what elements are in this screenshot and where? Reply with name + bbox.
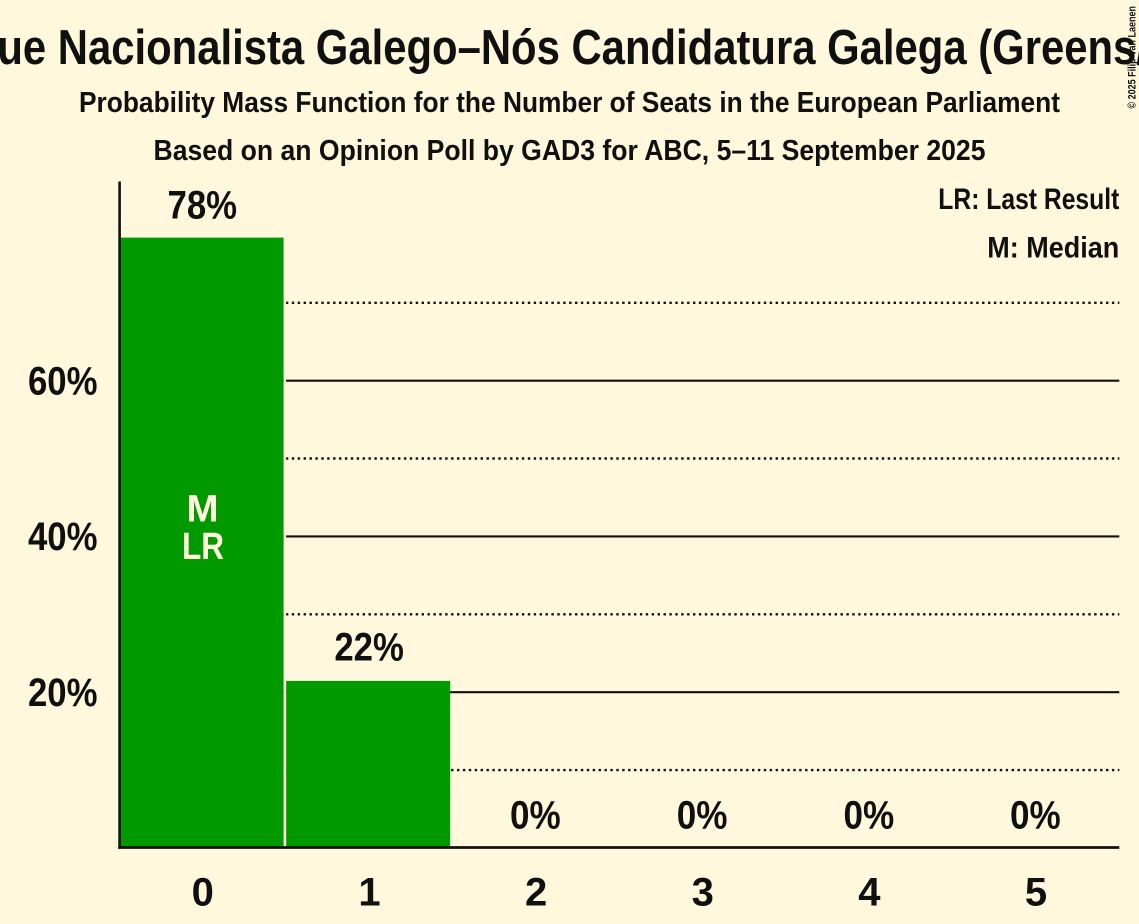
svg-text:0%: 0% [510, 793, 561, 837]
svg-text:M: Median: M: Median [987, 232, 1119, 265]
svg-text:© 2025 Filip Van Laenen: © 2025 Filip Van Laenen [1126, 6, 1138, 109]
svg-text:LR: Last Result: LR: Last Result [938, 183, 1119, 216]
svg-text:2: 2 [525, 871, 547, 915]
svg-text:20%: 20% [28, 671, 98, 715]
svg-text:0%: 0% [1010, 793, 1061, 837]
svg-text:Based on an Opinion Poll by GA: Based on an Opinion Poll by GAD3 for ABC… [154, 135, 986, 167]
svg-text:60%: 60% [28, 359, 98, 403]
svg-text:Bloque Nacionalista Galego–Nós: Bloque Nacionalista Galego–Nós Candidatu… [0, 21, 1139, 75]
svg-text:78%: 78% [168, 184, 238, 228]
svg-text:5: 5 [1025, 871, 1047, 915]
svg-text:40%: 40% [28, 515, 98, 559]
svg-text:0%: 0% [843, 793, 894, 837]
svg-text:0%: 0% [677, 793, 728, 837]
svg-text:0: 0 [192, 871, 214, 915]
svg-text:4: 4 [858, 871, 881, 915]
svg-text:M: M [187, 488, 219, 530]
svg-text:LR: LR [182, 526, 224, 568]
svg-text:1: 1 [358, 871, 380, 915]
svg-text:Probability Mass Function for: Probability Mass Function for the Number… [79, 87, 1060, 119]
svg-text:3: 3 [692, 871, 714, 915]
svg-text:22%: 22% [334, 626, 404, 670]
